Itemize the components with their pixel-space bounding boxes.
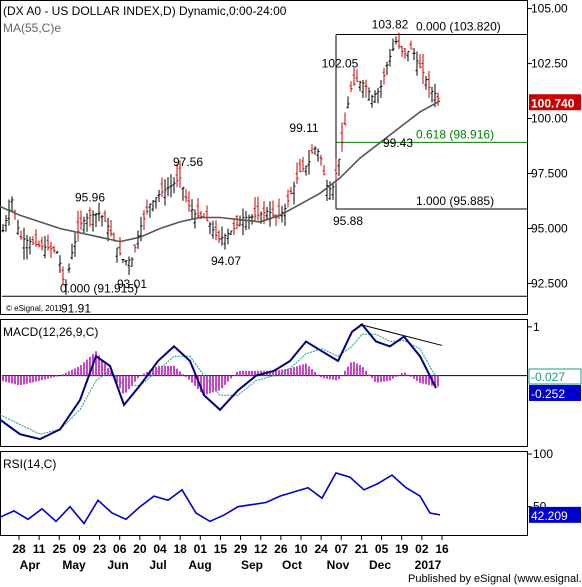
month-label: Jul (149, 558, 166, 572)
month-label: Aug (188, 558, 211, 572)
price-tick-label: 97.500 (531, 166, 568, 180)
time-tick-label: 18 (173, 542, 187, 556)
swing-label: 95.96 (75, 190, 105, 204)
month-label: Sep (241, 558, 263, 572)
time-tick-label: 01 (194, 542, 208, 556)
price-axis: 105.00 102.50 100.00 97.500 95.000 92.500 (527, 2, 568, 290)
month-label: 2017 (415, 558, 442, 572)
month-label: Jun (107, 558, 128, 572)
time-tick-label: 11 (33, 542, 46, 556)
price-tick-label: 100.00 (531, 112, 568, 126)
price-tick-label: 105.00 (531, 2, 568, 16)
rsi-panel-frame (0, 451, 528, 536)
macd-value: -0.252 (531, 387, 565, 401)
swing-label: 97.56 (173, 155, 203, 169)
time-tick-label: 16 (435, 542, 449, 556)
rsi-label: RSI(14,C) (3, 457, 56, 471)
month-label: Dec (369, 558, 391, 572)
fibonacci-levels: 0.000 (103.820) 0.618 (98.916) 1.000 (95.8… (2, 20, 527, 297)
macd-line (0, 323, 437, 441)
price-tick-label: 92.500 (531, 276, 568, 290)
time-tick-label: 06 (113, 542, 127, 556)
swing-label: 99.43 (383, 136, 413, 150)
time-tick-label: 04 (153, 542, 167, 556)
ma-label: MA(55,C)e (3, 21, 61, 35)
rsi-value: 42.209 (531, 509, 568, 523)
macd-tick-label: 1 (533, 320, 540, 334)
macd-label: MACD(12,26,9,C) (3, 325, 98, 339)
month-label: Apr (20, 558, 41, 572)
time-tick-label: 12 (254, 542, 268, 556)
swing-label: 99.11 (289, 121, 318, 135)
rsi-line (0, 472, 441, 525)
time-tick-label: 19 (395, 542, 409, 556)
swing-label: 94.07 (211, 254, 241, 268)
time-tick-label: 28 (12, 542, 26, 556)
month-label: Oct (282, 558, 302, 572)
signal-value-tag (528, 368, 582, 385)
macd-trendline (359, 323, 443, 346)
swing-labels: 95.96 93.01 97.56 94.07 99.11 95.88 102.05 99.4… (61, 18, 413, 316)
rsi-value-tag (529, 506, 581, 523)
macd-panel-frame (0, 319, 528, 447)
ma-line (0, 100, 441, 243)
time-tick-label: 09 (73, 542, 87, 556)
signal-value: -0.027 (531, 370, 565, 384)
fib-level-label: 0.000 (91.915) (60, 281, 138, 295)
last-price-bg (529, 94, 581, 111)
time-tick-label: 10 (294, 542, 308, 556)
time-tick-label: 05 (375, 542, 389, 556)
time-tick-label: 29 (234, 542, 248, 556)
fib-level-label: 1.000 (95.885) (416, 194, 494, 208)
copyright-text: © eSignal, 2011 (6, 304, 63, 313)
footer-text: Published by eSignal (www.esignal.com) (408, 573, 582, 585)
time-tick-label: 25 (53, 542, 67, 556)
price-tick-label: 95.000 (531, 221, 568, 235)
last-price-tag: 100.740 (529, 94, 581, 111)
time-tick-label: 26 (274, 542, 288, 556)
swing-label: 103.82 (372, 18, 409, 32)
month-label: Nov (327, 558, 350, 572)
time-tick-label: 21 (355, 542, 369, 556)
fib-level-label: 0.618 (98.916) (416, 127, 494, 141)
swing-label: 102.05 (322, 56, 359, 70)
price-panel-frame (0, 0, 528, 315)
swing-label: 95.88 (333, 214, 363, 228)
chart-title: (DX A0 - US DOLLAR INDEX,D) Dynamic,0:00… (3, 4, 287, 18)
time-tick-label: 15 (214, 542, 228, 556)
time-axis: 28 11 25 09 23 06 20 04 18 01 15 29 12 26 10 24 07 21 05 19… (12, 536, 449, 572)
time-tick-label: 20 (133, 542, 147, 556)
time-tick-label: 23 (93, 542, 107, 556)
fib-level-label: 0.000 (103.820) (416, 20, 501, 34)
time-tick-label: 24 (314, 542, 328, 556)
macd-value-tag (529, 384, 581, 401)
price-tick-label: 102.50 (531, 57, 568, 71)
moving-average (0, 100, 441, 243)
rsi-tick-label: 100 (533, 447, 553, 461)
time-tick-label: 07 (335, 542, 349, 556)
month-label: May (62, 558, 86, 572)
time-tick-label: 02 (415, 542, 429, 556)
swing-label: 91.91 (61, 301, 91, 315)
last-price-value: 100.740 (531, 96, 575, 110)
macd-series: 1 -0.027 -0.252 (0, 320, 582, 441)
swing-label: 93.01 (117, 277, 147, 291)
